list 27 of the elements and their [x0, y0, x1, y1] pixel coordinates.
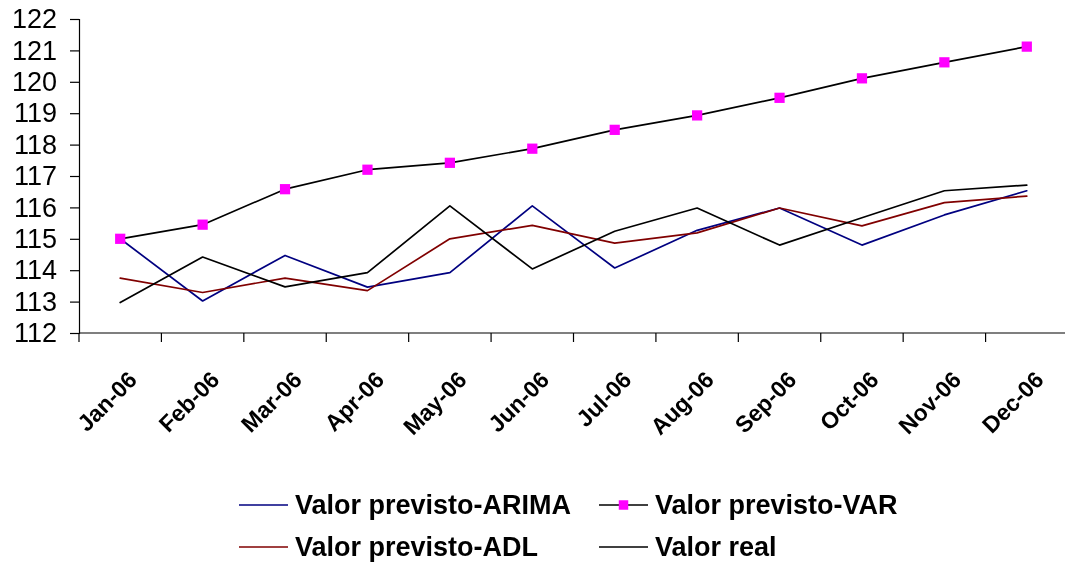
point [197, 219, 208, 230]
point [609, 124, 620, 135]
point [279, 184, 291, 195]
point [115, 233, 126, 244]
y-tick-label: 117 [13, 161, 57, 192]
point [527, 143, 538, 154]
y-tick-label: 113 [13, 286, 57, 317]
y-tick-label: 112 [13, 318, 57, 349]
y-tick-label: 114 [13, 255, 57, 286]
y-tick-label: 121 [11, 35, 57, 66]
legend-label: Valor previsto-ADL [295, 532, 539, 563]
y-tick-label: 122 [11, 4, 57, 35]
point [774, 92, 785, 103]
point [362, 164, 373, 175]
y-tick-label: 116 [13, 192, 57, 223]
point [444, 157, 455, 168]
y-tick-label: 118 [13, 129, 57, 160]
y-tick-label: 115 [13, 223, 57, 254]
point [692, 110, 703, 121]
y-tick-label: 119 [13, 98, 57, 129]
point [939, 57, 950, 68]
legend-label: Valor previsto-VAR [655, 490, 898, 521]
point [856, 73, 868, 84]
legend-label: Valor real [655, 532, 777, 563]
point [1021, 41, 1032, 52]
legend-label: Valor previsto-ARIMA [295, 490, 572, 521]
y-tick-label: 120 [11, 66, 57, 97]
